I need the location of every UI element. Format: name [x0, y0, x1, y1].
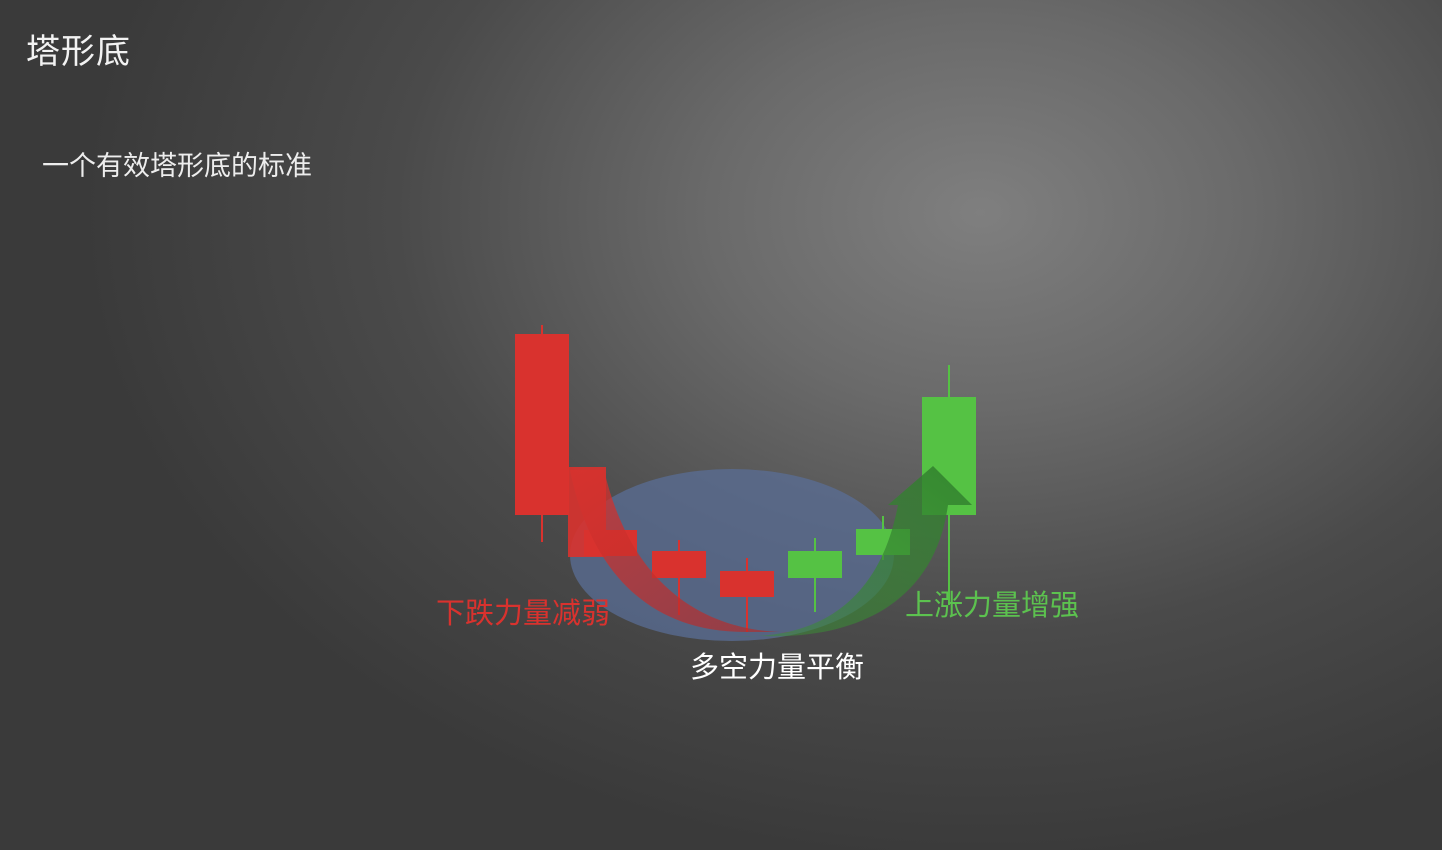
label-balance: 多空力量平衡 — [690, 650, 865, 684]
bearish-candle-5 — [720, 558, 774, 632]
label-bull-strengthening: 上涨力量增强 — [905, 588, 1080, 622]
slide-subtitle: 一个有效塔形底的标准 — [42, 151, 312, 182]
curved-arrow-up-icon — [735, 466, 972, 637]
bullish-candle-6 — [788, 538, 842, 612]
label-bear-weakening: 下跌力量减弱 — [436, 596, 611, 630]
bearish-candle-large — [515, 325, 569, 542]
slide-title: 塔形底 — [26, 32, 131, 72]
curved-arrow-down-icon — [570, 470, 800, 633]
